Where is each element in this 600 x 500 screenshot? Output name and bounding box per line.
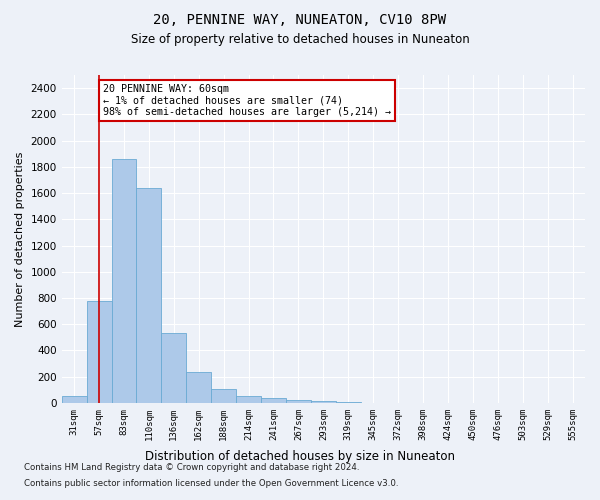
- Y-axis label: Number of detached properties: Number of detached properties: [15, 152, 25, 326]
- Bar: [261, 398, 286, 403]
- Bar: [112, 159, 136, 403]
- Bar: [286, 400, 311, 403]
- Text: Contains public sector information licensed under the Open Government Licence v3: Contains public sector information licen…: [24, 478, 398, 488]
- Text: Size of property relative to detached houses in Nuneaton: Size of property relative to detached ho…: [131, 32, 469, 46]
- Bar: [311, 401, 336, 403]
- Bar: [211, 389, 236, 403]
- Bar: [136, 188, 161, 403]
- Text: Contains HM Land Registry data © Crown copyright and database right 2024.: Contains HM Land Registry data © Crown c…: [24, 464, 359, 472]
- Bar: [161, 334, 186, 403]
- Bar: [236, 396, 261, 403]
- Bar: [62, 396, 86, 403]
- Text: 20 PENNINE WAY: 60sqm
← 1% of detached houses are smaller (74)
98% of semi-detac: 20 PENNINE WAY: 60sqm ← 1% of detached h…: [103, 84, 391, 117]
- Bar: [186, 372, 211, 403]
- Bar: [336, 402, 361, 403]
- Bar: [86, 300, 112, 403]
- Text: 20, PENNINE WAY, NUNEATON, CV10 8PW: 20, PENNINE WAY, NUNEATON, CV10 8PW: [154, 12, 446, 26]
- Text: Distribution of detached houses by size in Nuneaton: Distribution of detached houses by size …: [145, 450, 455, 463]
